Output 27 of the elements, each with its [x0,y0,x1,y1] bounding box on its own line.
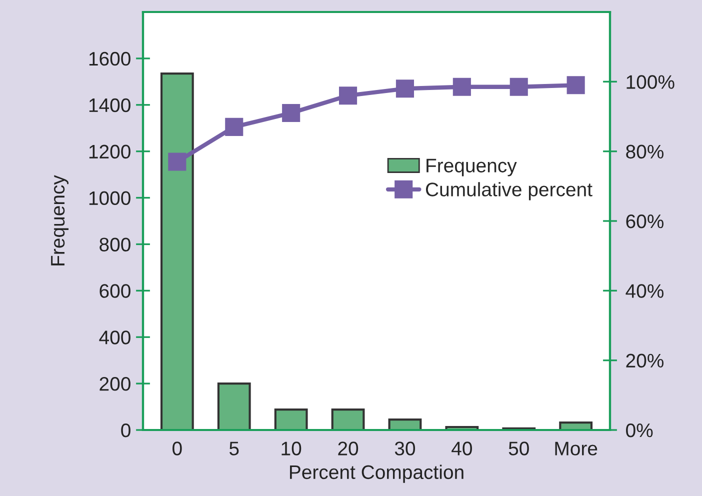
y-tick-label: 800 [100,238,130,252]
y2-tick-label: 80% [626,144,664,159]
x-tick-label: 20 [338,442,358,456]
y-tick-label: 1400 [89,98,130,112]
y-tick-label: 600 [100,284,130,298]
y-axis-title: Frequency [51,175,68,266]
x-tick-label: 30 [394,442,416,456]
y2-tick-label: 0% [626,423,653,438]
y-tick-label: 1600 [89,52,130,66]
y-tick-label: 400 [99,330,130,344]
y2-tick-label: 20% [626,354,664,368]
x-tick-label: More [555,442,598,456]
x-tick-label: 0 [172,442,182,456]
legend-label: Cumulative percent [426,182,592,200]
y2-tick-label: 40% [626,284,664,298]
x-tick-label: 40 [452,442,472,456]
y2-tick-label: 100% [626,75,674,89]
legend-label: Frequency [426,158,517,176]
y-tick-label: 200 [100,377,130,391]
x-axis-title: Percent Compaction [290,464,464,483]
x-tick-label: 5 [229,442,239,456]
y-tick-label: 0 [121,423,130,438]
y-tick-label: 1200 [89,144,130,159]
x-tick-label: 50 [508,442,529,456]
y-tick-label: 1000 [89,191,130,206]
y2-tick-label: 60% [626,214,664,228]
x-tick-label: 10 [282,442,302,456]
